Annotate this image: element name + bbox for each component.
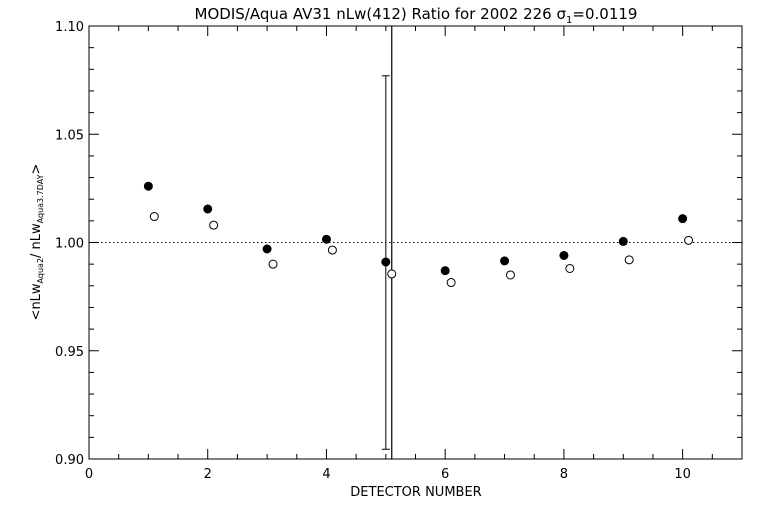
filled-circle-point [678,214,688,224]
open-circle-point [446,278,456,288]
open-circle-point [209,220,219,230]
x-tick-label: 10 [674,467,691,482]
svg-text:MODIS/Aqua AV31 nLw(412) Ratio: MODIS/Aqua AV31 nLw(412) Ratio for 2002 … [195,5,638,26]
open-circle-point [327,245,337,255]
y-axis-label: <nLwAqua2/ nLwAqua3.7DAY> [29,164,45,321]
x-tick-label: 0 [85,467,93,482]
open-circle-point [268,259,278,269]
x-tick-label: 6 [441,467,449,482]
x-tick-label: 4 [322,467,330,482]
x-tick-label: 8 [560,467,568,482]
filled-circle-point [203,204,213,214]
open-circle-point [684,235,694,245]
title-part-value: =0.0119 [572,5,637,23]
open-circle-point [149,212,159,222]
chart-title: MODIS/Aqua AV31 nLw(412) Ratio for 2002 … [195,5,638,26]
title-part-subscript: 1 [566,15,572,26]
filled-circle-point [321,234,331,244]
open-circle-point [505,270,515,280]
svg-text:<nLwAqua2/ nLwAqua3.7DAY>: <nLwAqua2/ nLwAqua3.7DAY> [29,164,45,321]
filled-circle-point [143,181,153,191]
y-tick-label: 1.10 [55,20,84,35]
y-tick-label: 0.90 [55,453,84,468]
open-circle-point [565,263,575,273]
plot-frame [88,25,743,460]
title-part-main: MODIS/Aqua AV31 nLw(412) Ratio for 2002 … [195,5,567,23]
x-tick-label: 2 [204,467,212,482]
y-tick-label: 0.95 [55,345,84,360]
filled-circle-point [262,244,272,254]
filled-circle-point [440,266,450,276]
filled-circle-point [559,250,569,260]
plot-area: 0 2 4 6 8 10 0.90 0.95 1.00 1.05 1.10 [55,20,743,482]
filled-circle-point [381,257,391,267]
y-tick-label: 1.00 [55,237,84,252]
filled-circle-point [618,236,628,246]
filled-circle-point [500,256,510,266]
open-circle-point [624,255,634,265]
x-axis-label: DETECTOR NUMBER [350,485,481,500]
open-circle-point [387,269,397,279]
y-tick-label: 1.05 [55,128,84,143]
